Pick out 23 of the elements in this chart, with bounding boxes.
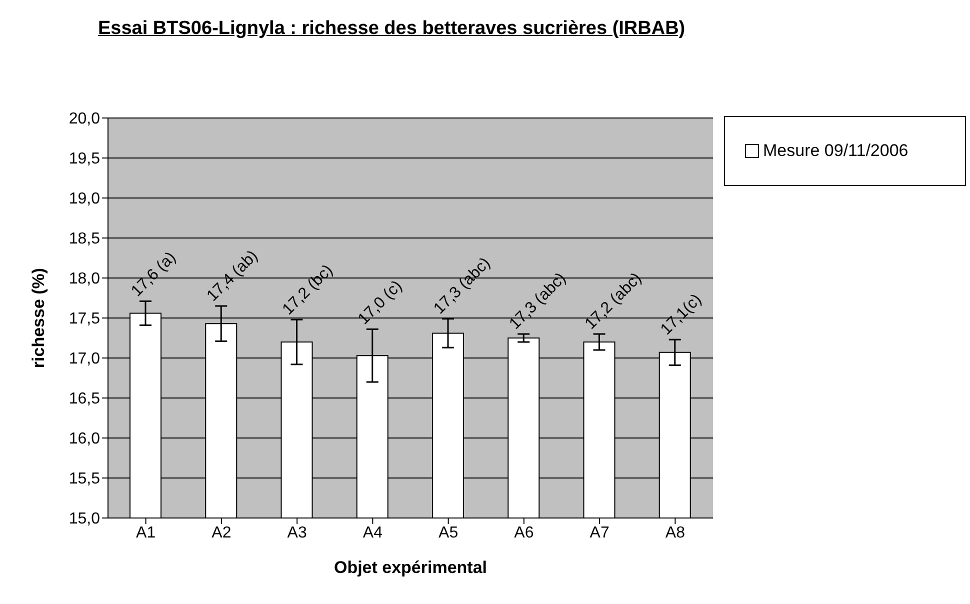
y-tick-label: 18,5 <box>68 230 100 248</box>
y-tick-label: 17,0 <box>68 350 100 368</box>
x-tick-label: A7 <box>590 524 610 542</box>
x-tick-label: A8 <box>665 524 686 542</box>
y-tick-label: 16,0 <box>68 430 100 448</box>
x-tick-label: A4 <box>362 524 383 542</box>
y-tick-label: 19,5 <box>68 150 100 168</box>
y-tick-label: 19,0 <box>68 190 100 208</box>
legend-label: Mesure 09/11/2006 <box>762 141 910 161</box>
x-tick-label: A3 <box>287 524 307 542</box>
x-tick-label: A6 <box>514 524 534 542</box>
y-tick-label: 15,0 <box>68 510 100 528</box>
x-axis-title: Objet expérimental <box>334 558 488 577</box>
y-tick-label: 20,0 <box>68 110 100 128</box>
chart-title: Essai BTS06-Lignyla : richesse des betteraves sucrières (IRBAB) <box>98 18 686 40</box>
x-tick-label: A5 <box>438 524 458 542</box>
x-tick-label: A2 <box>212 524 232 542</box>
y-tick-label: 15,5 <box>68 470 100 488</box>
y-tick-label: 17,5 <box>68 310 100 328</box>
y-axis-title: richesse (%) <box>29 268 48 368</box>
y-tick-label: 18,0 <box>68 270 100 288</box>
x-tick-label: A1 <box>136 524 156 542</box>
y-tick-label: 16,5 <box>68 390 100 408</box>
